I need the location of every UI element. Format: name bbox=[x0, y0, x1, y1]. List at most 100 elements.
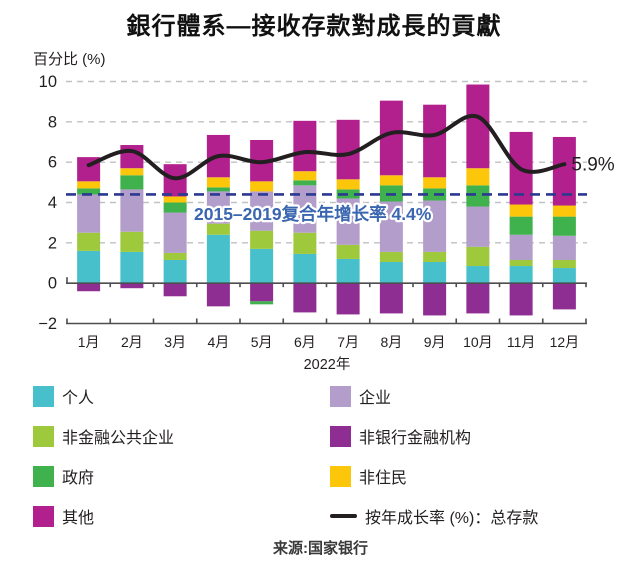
legend-swatch bbox=[330, 425, 351, 447]
bar-segment bbox=[293, 180, 317, 186]
bar-segment bbox=[423, 251, 447, 262]
bar-segment bbox=[206, 191, 230, 224]
bar-segment bbox=[250, 230, 274, 249]
bar-segment bbox=[509, 216, 533, 235]
x-tick-label: 8月 bbox=[380, 334, 402, 350]
x-tick-label: 5月 bbox=[251, 334, 273, 350]
bar-segment bbox=[250, 301, 274, 305]
bar-segment bbox=[552, 268, 576, 284]
legend-label: 非住民 bbox=[359, 470, 408, 487]
source-label: 来源:国家银行 bbox=[273, 540, 368, 557]
bar-segment bbox=[336, 258, 360, 284]
bar-segment bbox=[293, 232, 317, 254]
bar-segment bbox=[250, 248, 274, 284]
bar-segment bbox=[120, 231, 144, 252]
bar-segment bbox=[163, 283, 187, 297]
stacked-bar-line-chart: 10 8 6 4 2 0 −2 1月 2月 3月 4月 5月 6月 7月 8月 9月 10月 11月 12月 2022… bbox=[38, 73, 615, 373]
bar-segment bbox=[293, 171, 317, 181]
bar-segment bbox=[336, 283, 360, 315]
legend-label: 其他 bbox=[62, 510, 95, 527]
bar-segment bbox=[336, 189, 360, 199]
legend-swatch bbox=[33, 505, 54, 527]
legend-label: 企业 bbox=[359, 390, 392, 407]
cagr-annotation-label: 2015–2019复合年增长率 4.4% bbox=[194, 204, 432, 224]
legend-item-government: 政府 bbox=[33, 464, 330, 488]
bar-segment bbox=[552, 283, 576, 310]
bar-segment bbox=[466, 84, 490, 169]
page-title: 銀行體系—接收存款對成長的貢獻 bbox=[126, 13, 502, 40]
legend-item-total-deposits-growth-line: 按年成长率 (%)：总存款 bbox=[330, 504, 608, 528]
bar-segment bbox=[293, 185, 317, 233]
x-tick-label: 11月 bbox=[507, 334, 536, 350]
bar-segment bbox=[163, 259, 187, 284]
legend-swatch bbox=[33, 465, 54, 487]
x-tick-label: 2月 bbox=[121, 334, 143, 350]
y-tick-label: −2 bbox=[38, 315, 57, 333]
bar-segment bbox=[163, 202, 187, 213]
legend-item-businesses: 企业 bbox=[330, 384, 608, 408]
bar-segment bbox=[423, 104, 447, 178]
bar-segment bbox=[206, 283, 230, 307]
bar-segment bbox=[163, 212, 187, 253]
bar-segment bbox=[120, 283, 144, 289]
bar-segment bbox=[293, 253, 317, 284]
x-tick-label: 4月 bbox=[207, 334, 229, 350]
bar-segment bbox=[466, 206, 490, 247]
bar-segment bbox=[552, 205, 576, 217]
bar-segment bbox=[423, 177, 447, 189]
line-end-value-label: 5.9% bbox=[571, 155, 614, 176]
bar-segment bbox=[77, 250, 101, 284]
bar-segment bbox=[466, 266, 490, 284]
bar-segment bbox=[423, 283, 447, 316]
bar-segment bbox=[250, 283, 274, 302]
bar-segment bbox=[509, 259, 533, 267]
bar-segment bbox=[163, 252, 187, 260]
x-tick-label: 1月 bbox=[78, 334, 100, 350]
y-tick-label: 2 bbox=[48, 234, 57, 252]
x-axis-year-label: 2022年 bbox=[304, 356, 351, 373]
bar-segment bbox=[423, 261, 447, 284]
y-axis-unit-label: 百分比 (%) bbox=[33, 51, 106, 68]
bar-segment bbox=[423, 200, 447, 252]
y-tick-label: 8 bbox=[48, 113, 57, 131]
bar-segment bbox=[77, 194, 101, 233]
bar-segment bbox=[509, 204, 533, 217]
bar-segment bbox=[250, 181, 274, 192]
bar-segment bbox=[120, 168, 144, 176]
bar-segment bbox=[293, 283, 317, 313]
bar-segment bbox=[206, 223, 230, 235]
total-deposits-growth-line bbox=[86, 113, 567, 181]
bar-segment bbox=[379, 283, 403, 314]
bar-segment bbox=[206, 187, 230, 192]
legend-label: 非银行金融机构 bbox=[359, 430, 472, 447]
bar-segment bbox=[336, 119, 360, 180]
bar-segment bbox=[379, 175, 403, 186]
bar-segment bbox=[509, 234, 533, 260]
legend-item-nonresidents: 非住民 bbox=[330, 464, 608, 488]
bar-segment bbox=[293, 120, 317, 172]
chart-legend: 个人 企业 非金融公共企业 非银行金融机构 政府 非住民 其他 按年成长率 ( bbox=[33, 376, 608, 536]
bar-segment bbox=[379, 261, 403, 284]
bar-segment bbox=[466, 246, 490, 267]
bar-segment bbox=[509, 266, 533, 284]
legend-swatch bbox=[330, 385, 351, 407]
x-tick-label: 6月 bbox=[294, 334, 316, 350]
bar-segment bbox=[466, 283, 490, 314]
x-tick-label: 10月 bbox=[463, 334, 493, 350]
legend-label: 按年成长率 (%)：总存款 bbox=[365, 510, 539, 527]
bar-segment bbox=[379, 201, 403, 252]
bar-segment bbox=[120, 175, 144, 190]
legend-label: 个人 bbox=[62, 390, 95, 407]
legend-item-nonfinancial-public-enterprises: 非金融公共企业 bbox=[33, 424, 330, 448]
y-tick-label: 0 bbox=[48, 275, 57, 293]
line-sample-icon bbox=[330, 513, 357, 519]
bar-segment bbox=[163, 164, 187, 197]
legend-swatch bbox=[330, 465, 351, 487]
legend-label: 非金融公共企业 bbox=[62, 430, 175, 447]
x-tick-label: 12月 bbox=[550, 334, 580, 350]
bar-segment bbox=[336, 198, 360, 245]
bar-segment bbox=[163, 196, 187, 203]
legend-label: 政府 bbox=[62, 470, 95, 487]
y-tick-label: 4 bbox=[48, 194, 57, 212]
